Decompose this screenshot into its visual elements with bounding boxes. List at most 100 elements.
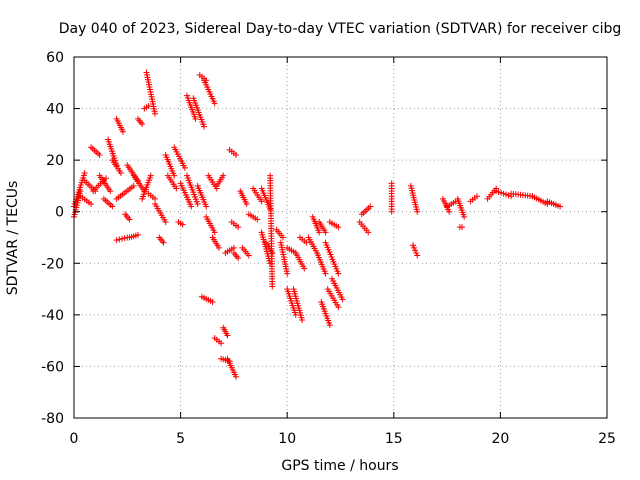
data-point bbox=[279, 234, 286, 241]
x-tick-label-0: 0 bbox=[70, 431, 79, 447]
track-segment-40 bbox=[213, 172, 227, 189]
data-point bbox=[235, 255, 242, 262]
data-point bbox=[326, 322, 333, 329]
track-segment-21 bbox=[145, 190, 159, 202]
data-point bbox=[230, 244, 237, 251]
data-point bbox=[120, 128, 127, 135]
track-segment-14 bbox=[122, 211, 133, 223]
data-point bbox=[181, 164, 188, 171]
data-point bbox=[233, 373, 240, 380]
track-segment-25 bbox=[164, 172, 180, 192]
data-point bbox=[322, 229, 329, 236]
track-segment-10 bbox=[113, 115, 127, 135]
y-tick-label-6: 40 bbox=[46, 102, 64, 118]
data-point bbox=[339, 296, 346, 303]
track-segment-65 bbox=[314, 249, 329, 277]
data-point bbox=[233, 151, 240, 158]
track-segment-0 bbox=[71, 170, 88, 210]
track-segment-44 bbox=[224, 355, 240, 380]
data-point bbox=[446, 208, 453, 215]
track-segment-11 bbox=[113, 234, 131, 244]
data-point bbox=[96, 151, 103, 158]
track-segment-24 bbox=[162, 151, 178, 179]
data-point bbox=[412, 247, 419, 254]
track-segment-79 bbox=[454, 195, 468, 220]
x-tick-label-1: 5 bbox=[176, 431, 185, 447]
chart-title: Day 040 of 2023, Sidereal Day-to-day VTE… bbox=[59, 21, 622, 37]
data-point bbox=[147, 172, 154, 179]
track-segment-82 bbox=[484, 185, 500, 202]
data-point bbox=[203, 203, 210, 210]
track-segment-17 bbox=[134, 115, 146, 128]
data-point bbox=[224, 332, 231, 339]
track-segment-39 bbox=[211, 335, 225, 347]
track-segment-36 bbox=[203, 213, 218, 236]
track-segment-81 bbox=[467, 193, 480, 205]
y-tick-label-3: -20 bbox=[41, 256, 64, 272]
data-point bbox=[152, 110, 159, 117]
track-segment-12 bbox=[113, 182, 137, 202]
track-segment-33 bbox=[196, 72, 210, 84]
data-point bbox=[116, 236, 123, 243]
data-point bbox=[459, 224, 466, 231]
track-segment-72 bbox=[356, 219, 372, 236]
data-point bbox=[235, 224, 242, 231]
track-segment-86 bbox=[544, 198, 564, 210]
chart-grid bbox=[74, 57, 607, 418]
data-point bbox=[299, 317, 306, 324]
data-point bbox=[367, 203, 374, 210]
data-point bbox=[245, 252, 252, 259]
track-segment-34 bbox=[198, 293, 216, 305]
y-tick-label-2: -40 bbox=[41, 308, 64, 324]
data-point bbox=[473, 193, 480, 200]
data-point bbox=[160, 239, 167, 246]
data-point bbox=[113, 237, 120, 244]
track-segment-74 bbox=[388, 180, 395, 215]
data-point bbox=[316, 229, 323, 236]
track-segment-66 bbox=[316, 219, 329, 236]
data-point bbox=[139, 121, 146, 128]
y-tick-label-4: 0 bbox=[55, 205, 64, 221]
data-point bbox=[121, 235, 128, 242]
track-segment-46 bbox=[228, 219, 242, 231]
y-tick-label-5: 20 bbox=[46, 153, 64, 169]
data-point bbox=[322, 270, 329, 277]
track-segment-27 bbox=[175, 219, 186, 228]
data-point bbox=[284, 270, 291, 277]
track-segment-75 bbox=[407, 182, 421, 215]
track-segment-28 bbox=[177, 180, 195, 210]
track-segment-9 bbox=[109, 157, 124, 177]
data-point bbox=[130, 182, 137, 189]
data-point bbox=[117, 170, 124, 177]
data-point bbox=[335, 224, 342, 231]
data-point bbox=[301, 265, 308, 272]
data-point bbox=[192, 115, 199, 122]
track-segment-42 bbox=[220, 324, 231, 339]
data-point bbox=[414, 252, 421, 259]
track-segment-19 bbox=[141, 102, 152, 112]
track-segment-51 bbox=[250, 185, 265, 205]
track-segment-83 bbox=[493, 188, 515, 200]
track-segment-70 bbox=[326, 219, 342, 231]
axis-ticks bbox=[73, 56, 608, 419]
data-point bbox=[77, 188, 84, 195]
x-tick-label-5: 25 bbox=[598, 431, 616, 447]
track-segment-73 bbox=[358, 203, 374, 218]
x-tick-labels: 0 5 10 15 20 25 bbox=[70, 431, 616, 447]
data-point bbox=[388, 208, 395, 215]
track-segment-38 bbox=[209, 234, 222, 251]
data-point bbox=[201, 123, 208, 130]
plot-frame bbox=[73, 56, 608, 419]
data-point bbox=[107, 188, 114, 195]
data-point bbox=[88, 200, 95, 207]
track-segment-26 bbox=[171, 144, 188, 171]
data-point bbox=[134, 231, 141, 238]
data-point bbox=[126, 216, 133, 223]
track-segment-76 bbox=[409, 242, 421, 259]
track-segment-67 bbox=[318, 298, 333, 329]
data-point bbox=[409, 242, 416, 249]
track-segment-13 bbox=[124, 162, 141, 184]
data-point bbox=[254, 216, 261, 223]
data-point bbox=[461, 213, 468, 220]
